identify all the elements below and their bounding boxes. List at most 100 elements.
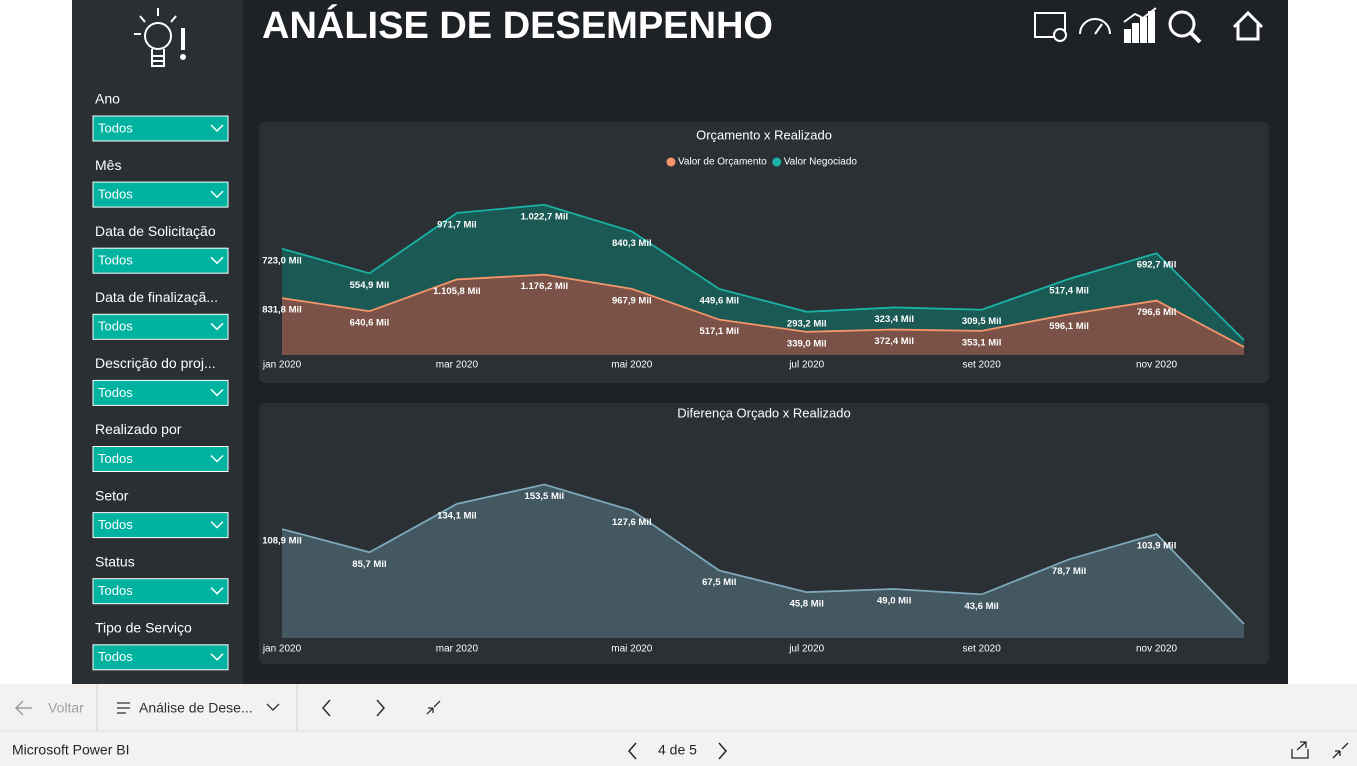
dropdown-chevron — [210, 256, 224, 265]
report-title: ANÁLISE DE DESEMPENHO — [262, 3, 773, 47]
filter-dropdown[interactable] — [92, 578, 229, 605]
next-page[interactable] — [376, 699, 385, 717]
area — [282, 204, 1244, 348]
data-label: 339,0 Mil — [787, 338, 827, 349]
x-tick-label: set 2020 — [962, 360, 1001, 371]
filter-dropdown[interactable] — [92, 446, 229, 472]
filter-dropdown[interactable] — [92, 379, 229, 406]
area — [282, 484, 1244, 638]
filter-label: Realizado por — [95, 421, 182, 437]
filter-dropdown[interactable] — [92, 512, 229, 539]
filter-value: Todos — [98, 583, 133, 598]
filter-label: Status — [95, 553, 135, 569]
charts: Orçamento x Realizado jan 2020 mar 2020 mai… — [259, 122, 1269, 664]
data-label: 1.176,2 Mil — [521, 281, 569, 292]
header-icons — [1034, 7, 1264, 44]
data-label: 692,7 Mil — [1137, 260, 1177, 271]
status-bar — [0, 731, 1357, 766]
data-label: 372,4 Mil — [874, 336, 914, 347]
data-label: 49,0 Mil — [877, 596, 911, 607]
data-label: 153,5 Mil — [525, 491, 565, 502]
data-label: 108,9 Mil — [262, 536, 302, 547]
filter-dropdown[interactable] — [92, 181, 229, 208]
legend-label: Valor Negociado — [784, 157, 858, 168]
line — [281, 203, 1245, 341]
gauge-icon[interactable] — [1079, 18, 1111, 35]
prev-page[interactable] — [322, 699, 331, 717]
data-label: 134,1 Mil — [437, 510, 477, 521]
fullscreen-button[interactable] — [1332, 742, 1349, 759]
dropdown-chevron — [210, 653, 224, 661]
back-button[interactable]: Voltar — [48, 700, 84, 716]
legend-marker — [666, 157, 676, 167]
next-page[interactable] — [718, 742, 727, 760]
report-icon[interactable] — [1034, 12, 1066, 38]
filter-label: Data de finalizaçã... — [95, 289, 218, 305]
dropdown-chevron — [210, 454, 224, 463]
filter-label: Descrição do proj... — [95, 355, 216, 371]
filter-dropdown[interactable] — [92, 115, 229, 142]
data-label: 1.022,7 Mil — [521, 211, 569, 222]
filter-label: Data de Solicitação — [95, 223, 216, 239]
x-tick-label: jul 2020 — [788, 360, 824, 371]
x-tick-label: mar 2020 — [436, 644, 479, 655]
chart-title: Orçamento x Realizado — [696, 127, 832, 142]
chart-title: Diferença Orçado x Realizado — [677, 405, 850, 420]
exit-focus[interactable] — [426, 700, 441, 715]
data-label: 831,8 Mil — [262, 305, 302, 316]
dropdown-chevron — [210, 124, 224, 133]
filter-label: Setor — [95, 487, 129, 503]
data-label: 293,2 Mil — [787, 318, 827, 329]
search-icon[interactable] — [1168, 10, 1196, 38]
data-label: 309,5 Mil — [962, 316, 1002, 327]
logo — [134, 8, 186, 67]
filter-value: Todos — [98, 451, 133, 466]
data-label: 840,3 Mil — [612, 238, 652, 249]
data-label: 967,9 Mil — [612, 295, 652, 306]
data-label: 103,9 Mil — [1137, 541, 1177, 552]
dropdown-chevron — [210, 587, 224, 595]
filter-label: Ano — [95, 91, 120, 107]
data-label: 971,7 Mil — [437, 220, 477, 231]
line — [281, 483, 1245, 625]
page-selector[interactable]: Análise de Dese... — [139, 700, 253, 716]
dropdown-chevron — [210, 322, 224, 331]
dropdown-chevron — [210, 190, 224, 199]
page-counter: 4 de 5 — [658, 742, 697, 758]
legend-marker — [772, 157, 782, 167]
data-label: 449,6 Mil — [699, 295, 739, 306]
filter-value: Todos — [98, 253, 133, 268]
sidebar — [72, 0, 243, 684]
filter-dropdown[interactable] — [92, 247, 229, 274]
dropdown-chevron — [210, 521, 224, 529]
prev-page[interactable] — [628, 742, 637, 760]
data-label: 67,5 Mil — [702, 577, 736, 588]
x-tick-label: nov 2020 — [1136, 644, 1178, 655]
filters: Ano Todos Mês Todos Data de Solicitação Todos… — [92, 91, 229, 671]
data-label: 78,7 Mil — [1052, 566, 1086, 577]
filter-value: Todos — [98, 517, 133, 532]
filter-dropdown[interactable] — [92, 644, 229, 671]
home-icon[interactable] — [1232, 10, 1264, 41]
filter-value: Todos — [98, 319, 133, 334]
x-tick-label: mai 2020 — [611, 360, 653, 371]
filter-dropdown[interactable] — [92, 313, 229, 340]
x-tick-label: jan 2020 — [262, 644, 302, 655]
x-tick-label: nov 2020 — [1136, 360, 1178, 371]
data-label: 1.105,8 Mil — [433, 286, 481, 297]
legend-label: Valor de Orçamento — [678, 157, 767, 168]
data-label: 554,9 Mil — [350, 280, 390, 291]
data-label: 43,6 Mil — [964, 601, 998, 612]
data-label: 723,0 Mil — [262, 255, 302, 266]
page-dropdown[interactable] — [266, 703, 280, 711]
pages-icon[interactable] — [117, 702, 130, 714]
share-button[interactable] — [1291, 741, 1309, 759]
line — [281, 273, 1245, 348]
stats-icon[interactable] — [1123, 7, 1157, 43]
back-arrow[interactable] — [14, 700, 32, 716]
data-label: 323,4 Mil — [874, 314, 914, 325]
filter-value: Todos — [98, 385, 133, 400]
x-tick-label: mai 2020 — [611, 644, 653, 655]
